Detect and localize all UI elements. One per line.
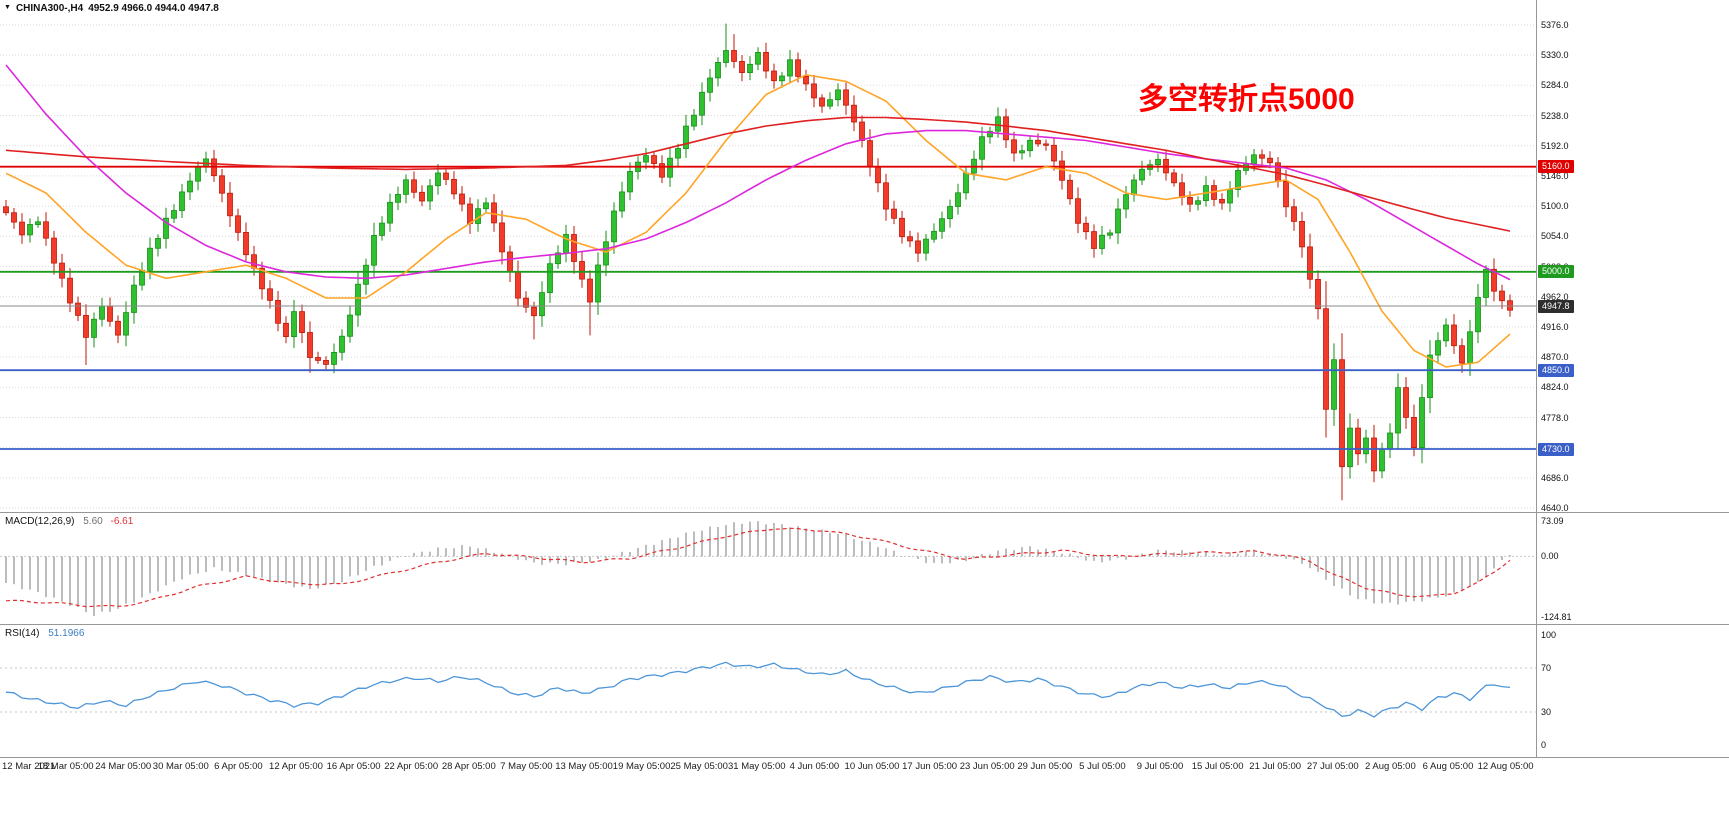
- time-tick-label: 12 Apr 05:00: [269, 761, 323, 772]
- current-price-badge: 4947.8: [1538, 299, 1574, 313]
- price-tick-label: 4916.0: [1541, 321, 1569, 332]
- rsi-tick-label: 0: [1541, 740, 1547, 750]
- symbol-timeframe-label: CHINA300-,H4: [15, 3, 84, 14]
- time-tick-label: 15 Jul 05:00: [1191, 761, 1244, 772]
- time-axis[interactable]: 12 Mar 2021 18 Mar 05:00 24 Mar 05:00 30 Ma…: [0, 761, 1729, 775]
- price-tick-label: 5376.0: [1541, 19, 1569, 30]
- candles-group: [3, 23, 1513, 501]
- time-tick-label: 12 Mar 2021: [2, 761, 56, 772]
- price-line-badge: 5160.0: [1538, 160, 1574, 174]
- price-tick-label: 4824.0: [1541, 382, 1569, 393]
- time-tick-label: 16 Apr 05:00: [326, 761, 381, 772]
- time-tick-label: 24 Mar 05:00: [95, 761, 152, 772]
- time-tick-label: 10 Jun 05:00: [844, 761, 900, 772]
- main-price-chart[interactable]: [0, 0, 1536, 512]
- chart-annotation-text[interactable]: 多空转折点5000: [1138, 83, 1355, 116]
- price-tick-label: 4778.0: [1541, 412, 1569, 423]
- price-line-badge: 5000.0: [1538, 265, 1574, 279]
- panel-separator-rsi[interactable]: [0, 624, 1729, 625]
- time-tick-label: 27 Jul 05:00: [1306, 761, 1359, 772]
- price-tick-label: 5146.0: [1541, 170, 1569, 181]
- time-tick-label: 30 Mar 05:00: [152, 761, 209, 772]
- time-tick-label: 25 May 05:00: [670, 761, 728, 772]
- price-line-badge: 4850.0: [1538, 363, 1574, 377]
- price-axis[interactable]: 5376.0 5330.0 5284.0 5238.0 5192.0 5146.0 5100…: [1537, 0, 1729, 757]
- time-tick-label: 9 Jul 05:00: [1136, 761, 1184, 772]
- time-tick-label: 7 May 05:00: [500, 761, 553, 772]
- time-tick-label: 6 Aug 05:00: [1422, 761, 1474, 772]
- rsi-name: RSI(14): [5, 628, 40, 639]
- price-tick-label: 4962.0: [1541, 291, 1569, 302]
- price-tick-label: 5330.0: [1541, 50, 1569, 61]
- time-tick-label: 19 May 05:00: [612, 761, 671, 772]
- price-tick-label: 4686.0: [1541, 472, 1569, 483]
- rsi-tick-label: 30: [1541, 707, 1552, 717]
- price-line-badge: 4730.0: [1538, 442, 1574, 456]
- time-tick-label: 13 May 05:00: [555, 761, 613, 772]
- macd-name: MACD(12,26,9): [5, 516, 75, 527]
- time-tick-label: 12 Aug 05:00: [1477, 761, 1534, 772]
- rsi-tick-label: 70: [1541, 663, 1552, 673]
- time-tick-label: 18 Mar 05:00: [37, 761, 94, 772]
- price-tick-label: 5284.0: [1541, 80, 1569, 91]
- panel-separator-macd[interactable]: [0, 512, 1729, 513]
- macd-panel[interactable]: [0, 513, 1536, 624]
- time-tick-label: 21 Jul 05:00: [1249, 761, 1302, 772]
- price-tick-label: 5054.0: [1541, 231, 1569, 242]
- ma-slow-red: [5, 116, 1511, 232]
- chart-info-bar: ▼ CHINA300-,H4 4952.9 4966.0 4944.0 4947…: [4, 3, 219, 14]
- time-tick-label: 23 Jun 05:00: [959, 761, 1015, 772]
- time-tick-label: 4 Jun 05:00: [789, 761, 840, 772]
- macd-main-value: 5.60: [83, 516, 103, 527]
- rsi-indicator-label: RSI(14) 51.1966: [5, 628, 84, 639]
- time-tick-label: 28 Apr 05:00: [441, 761, 496, 772]
- rsi-panel[interactable]: [0, 625, 1536, 757]
- macd-tick-label: -124.81: [1541, 611, 1572, 622]
- symbol-dropdown-icon[interactable]: ▼: [4, 4, 11, 11]
- macd-signal-value: -6.61: [110, 516, 134, 527]
- ma-medium-magenta: [5, 64, 1511, 281]
- price-tick-label: 5100.0: [1541, 201, 1569, 212]
- panel-separator-bottom[interactable]: [0, 757, 1729, 758]
- price-tick-label: 4640.0: [1541, 503, 1569, 514]
- price-axis-separator: [1536, 0, 1537, 757]
- time-tick-label: 6 Apr 05:00: [214, 761, 263, 772]
- ohlc-readout: 4952.9 4966.0 4944.0 4947.8: [88, 3, 219, 14]
- time-tick-label: 2 Aug 05:00: [1365, 761, 1416, 772]
- macd-indicator-label: MACD(12,26,9) 5.60 -6.61: [5, 516, 133, 527]
- macd-tick-label: 73.09: [1541, 516, 1564, 527]
- time-tick-label: 5 Jul 05:00: [1079, 761, 1126, 772]
- time-tick-label: 31 May 05:00: [728, 761, 786, 772]
- time-tick-label: 29 Jun 05:00: [1017, 761, 1073, 772]
- price-tick-label: 4870.0: [1541, 352, 1569, 363]
- rsi-value: 51.1966: [48, 628, 85, 639]
- ma-fast-orange: [5, 73, 1511, 368]
- rsi-tick-label: 100: [1541, 630, 1557, 640]
- price-tick-label: 5192.0: [1541, 140, 1569, 151]
- price-tick-label: 5238.0: [1541, 110, 1569, 121]
- macd-signal-line: [5, 527, 1511, 608]
- macd-tick-label: 0.00: [1541, 551, 1559, 562]
- time-tick-label: 17 Jun 05:00: [902, 761, 958, 772]
- rsi-line: [5, 661, 1511, 718]
- time-tick-label: 22 Apr 05:00: [384, 761, 439, 772]
